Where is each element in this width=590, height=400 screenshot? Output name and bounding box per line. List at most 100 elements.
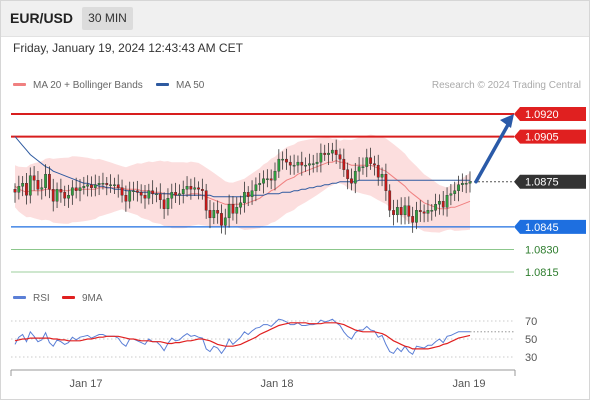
legend-9ma-label: 9MA — [82, 293, 103, 304]
candle-body — [59, 189, 63, 193]
candle-body — [90, 184, 93, 188]
ma9-swatch-icon — [62, 295, 75, 299]
candle-body — [426, 210, 430, 214]
candle-body — [281, 158, 285, 161]
level-label-resistance: 1.0905 — [525, 132, 559, 144]
candle-body — [380, 173, 384, 178]
level-label-support: 1.0815 — [525, 267, 559, 279]
candle-body — [235, 207, 239, 214]
candle-body — [357, 166, 361, 172]
candle-body — [243, 192, 246, 203]
candle-body — [113, 184, 116, 186]
candle-body — [67, 195, 70, 199]
candle-body — [120, 187, 124, 196]
candle-body — [36, 180, 40, 190]
candle-body — [174, 192, 177, 196]
candle-body — [97, 183, 101, 185]
rsi-tick-label: 70 — [525, 316, 537, 328]
ma50-line — [14, 136, 470, 198]
level-tag-pivot — [514, 219, 586, 234]
candle-body — [392, 210, 395, 216]
candle-body — [200, 189, 204, 191]
legend-ma20-label: MA 20 + Bollinger Bands — [33, 80, 143, 91]
candle-body — [170, 192, 174, 199]
candle-body — [109, 184, 112, 186]
candle-body — [55, 189, 59, 202]
candle-body — [254, 184, 258, 191]
candle-body — [438, 201, 441, 205]
candle-body — [17, 186, 21, 193]
legend-rsi: RSI — [13, 293, 50, 304]
candle-body — [415, 210, 418, 223]
candle-body — [227, 204, 231, 219]
candle-body — [350, 178, 353, 184]
candle-body — [51, 189, 55, 202]
candle-body — [319, 152, 323, 163]
candle-body — [70, 187, 74, 196]
ma50-swatch-icon — [156, 82, 169, 86]
x-tick-label: Jan 17 — [69, 378, 102, 390]
rsi-swatch-icon — [13, 295, 26, 299]
candle-body — [330, 149, 334, 154]
candle-body — [365, 157, 369, 167]
x-tick-label: Jan 18 — [260, 378, 293, 390]
candle-body — [258, 183, 262, 185]
candle-body — [445, 195, 449, 208]
rsi-tick-label: 30 — [525, 352, 537, 364]
legend-ma20: MA 20 + Bollinger Bands — [13, 80, 143, 91]
candle-body — [139, 192, 143, 196]
ma20-line — [14, 160, 471, 210]
candle-body — [197, 187, 200, 190]
rsi-line — [14, 318, 470, 356]
candle-body — [361, 166, 365, 168]
candle-body — [422, 211, 426, 214]
candle-body — [86, 184, 90, 187]
candle-body — [151, 190, 155, 194]
candle-body — [158, 193, 162, 200]
candle-body — [250, 190, 254, 197]
candle-body — [25, 183, 28, 196]
chart-datetime: Friday, January 19, 2024 12:43:43 AM CET — [13, 41, 243, 55]
candle-body — [262, 178, 265, 184]
candle-body — [189, 186, 193, 190]
candle-body — [323, 152, 327, 155]
timeframe-button[interactable]: 30 MIN — [82, 7, 133, 30]
candle-body — [216, 210, 220, 214]
candle-body — [178, 193, 181, 196]
forecast-arrowhead-icon — [500, 114, 514, 128]
level-label-support: 1.0830 — [525, 244, 559, 256]
bollinger-band — [15, 134, 470, 233]
candle-body — [376, 164, 380, 178]
candle-body — [63, 192, 67, 199]
candle-body — [449, 193, 453, 196]
candle-body — [246, 192, 250, 197]
candle-body — [441, 201, 445, 208]
level-label-pivot: 1.0845 — [525, 222, 559, 234]
candle-body — [101, 183, 105, 185]
candle-body — [135, 190, 139, 193]
candle-body — [338, 154, 342, 160]
candle-body — [369, 157, 372, 164]
candle-body — [300, 161, 304, 166]
legend-9ma: 9MA — [62, 293, 103, 304]
candle-body — [353, 170, 357, 184]
legend-rsi-label: RSI — [33, 293, 50, 304]
candle-body — [384, 173, 388, 191]
candle-body — [162, 199, 166, 209]
candle-body — [304, 164, 307, 167]
ma20-swatch-icon — [13, 82, 26, 86]
candle-body — [407, 205, 411, 217]
rsi-tick-label: 50 — [525, 334, 537, 346]
candle-body — [418, 210, 422, 213]
candle-body — [128, 190, 132, 202]
candle-body — [21, 183, 25, 187]
candle-body — [388, 190, 392, 211]
candle-body — [231, 204, 235, 214]
candle-body — [212, 210, 216, 219]
candle-body — [124, 195, 128, 202]
candle-body — [220, 213, 223, 226]
candle-body — [74, 187, 78, 191]
candle-body — [296, 161, 300, 166]
candle-body — [105, 183, 109, 185]
